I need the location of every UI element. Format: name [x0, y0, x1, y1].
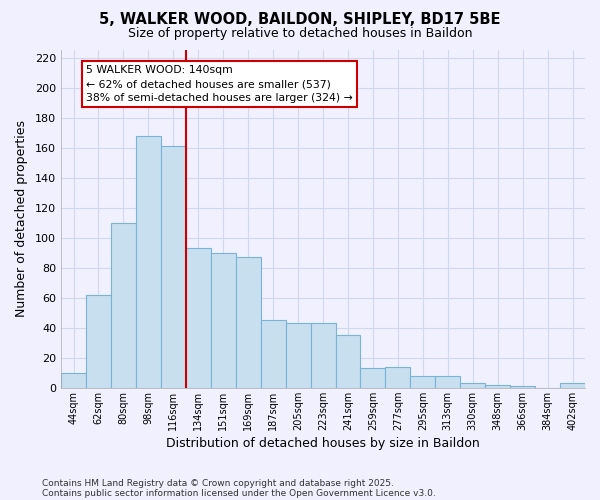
Bar: [260, 320, 286, 388]
Bar: [485, 385, 510, 388]
Bar: [286, 323, 311, 388]
Bar: [311, 323, 335, 388]
Bar: [510, 386, 535, 388]
Bar: [161, 146, 186, 388]
Text: 5 WALKER WOOD: 140sqm
← 62% of detached houses are smaller (537)
38% of semi-det: 5 WALKER WOOD: 140sqm ← 62% of detached …: [86, 65, 353, 103]
Bar: [236, 257, 260, 388]
Bar: [86, 294, 111, 388]
Bar: [211, 252, 236, 388]
Text: 5, WALKER WOOD, BAILDON, SHIPLEY, BD17 5BE: 5, WALKER WOOD, BAILDON, SHIPLEY, BD17 5…: [99, 12, 501, 28]
Bar: [186, 248, 211, 388]
Bar: [385, 367, 410, 388]
Text: Contains HM Land Registry data © Crown copyright and database right 2025.: Contains HM Land Registry data © Crown c…: [42, 478, 394, 488]
Bar: [460, 384, 485, 388]
X-axis label: Distribution of detached houses by size in Baildon: Distribution of detached houses by size …: [166, 437, 480, 450]
Bar: [560, 384, 585, 388]
Bar: [136, 136, 161, 388]
Y-axis label: Number of detached properties: Number of detached properties: [15, 120, 28, 318]
Text: Size of property relative to detached houses in Baildon: Size of property relative to detached ho…: [128, 28, 472, 40]
Bar: [335, 335, 361, 388]
Text: Contains public sector information licensed under the Open Government Licence v3: Contains public sector information licen…: [42, 488, 436, 498]
Bar: [436, 376, 460, 388]
Bar: [361, 368, 385, 388]
Bar: [61, 373, 86, 388]
Bar: [410, 376, 436, 388]
Bar: [111, 222, 136, 388]
